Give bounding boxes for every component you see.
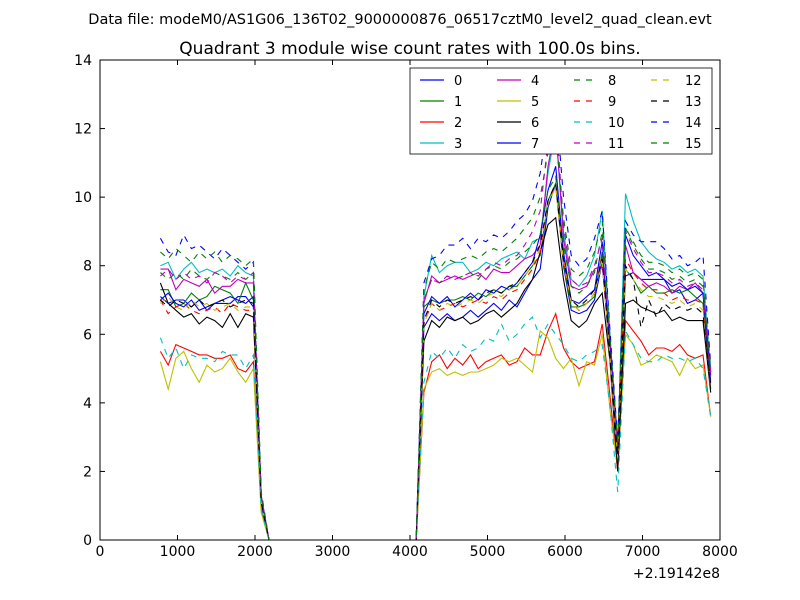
x-tick-label: 5000: [470, 544, 506, 560]
series-line-1: [160, 181, 712, 541]
legend-label-5: 5: [531, 95, 539, 110]
legend-label-1: 1: [454, 95, 462, 110]
x-tick-label: 2000: [237, 544, 273, 560]
series-line-3: [160, 128, 712, 541]
legend-label-11: 11: [608, 137, 625, 152]
legend-label-13: 13: [685, 95, 702, 110]
legend-label-0: 0: [454, 74, 462, 89]
legend-label-8: 8: [608, 74, 616, 89]
legend-label-3: 3: [454, 137, 462, 152]
legend-label-9: 9: [608, 95, 616, 110]
series-line-0: [160, 183, 712, 541]
series-line-12: [160, 184, 712, 541]
legend-frame: [409, 67, 713, 155]
x-tick-label: 6000: [547, 544, 583, 560]
series-line-15: [160, 133, 712, 541]
legend-label-2: 2: [454, 116, 462, 131]
series-line-7: [160, 166, 712, 541]
figure-suptitle: Data file: modeM0/AS1G06_136T02_90000008…: [88, 12, 712, 28]
y-tick-label: 4: [83, 396, 92, 412]
series-line-5: [159, 329, 712, 541]
y-tick-label: 10: [74, 190, 92, 206]
x-tick-label: 1000: [160, 544, 196, 560]
series-line-2: [159, 311, 712, 541]
axis-ticks: 0 1000 2000 3000 4000 5000 6000 7000 80000246810…: [74, 53, 738, 560]
series-line-11: [160, 111, 712, 541]
legend-label-14: 14: [685, 116, 702, 131]
x-tick-label: 0: [96, 544, 105, 560]
x-tick-label: 8000: [702, 544, 738, 560]
y-tick-label: 8: [83, 259, 92, 275]
x-offset-label: +2.19142e8: [633, 566, 720, 582]
x-tick-label: 7000: [625, 544, 661, 560]
legend-label-6: 6: [531, 116, 539, 131]
x-tick-label: 4000: [392, 544, 428, 560]
x-tick-label: 3000: [315, 544, 351, 560]
y-tick-label: 14: [74, 53, 92, 69]
series-line-10: [159, 316, 712, 541]
series-line-6: [159, 216, 712, 541]
legend-label-12: 12: [685, 74, 702, 89]
y-tick-label: 6: [83, 327, 92, 343]
legend-label-7: 7: [531, 137, 539, 152]
y-tick-label: 0: [83, 533, 92, 549]
y-tick-label: 12: [74, 122, 92, 138]
y-tick-label: 2: [83, 464, 92, 480]
series-line-4: [160, 124, 712, 541]
series-line-14: [159, 100, 712, 541]
chart-title: Quadrant 3 module wise count rates with …: [179, 39, 640, 59]
legend-label-4: 4: [531, 74, 539, 89]
plot-lines: [159, 100, 712, 541]
legend-label-10: 10: [608, 116, 625, 131]
legend-label-15: 15: [685, 137, 702, 152]
series-line-13: [160, 181, 712, 541]
